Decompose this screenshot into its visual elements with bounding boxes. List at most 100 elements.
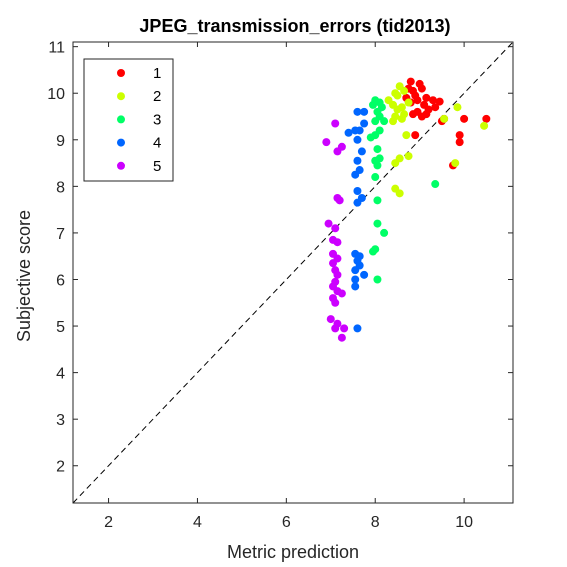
data-point-series-4 — [353, 324, 362, 333]
data-point-series-1 — [409, 110, 417, 119]
data-point-series-2 — [393, 105, 402, 114]
data-point-series-1 — [411, 131, 420, 140]
data-point-series-3 — [369, 100, 377, 109]
data-point-series-3 — [373, 275, 382, 284]
x-tick-label: 8 — [371, 514, 380, 531]
y-tick-label: 6 — [56, 272, 65, 289]
data-point-series-2 — [453, 103, 462, 112]
y-tick-label: 2 — [56, 459, 65, 476]
y-axis-label: Subjective score — [14, 210, 34, 342]
legend-label-3: 3 — [153, 111, 161, 128]
data-point-series-1 — [413, 96, 422, 105]
data-point-series-5 — [333, 147, 342, 156]
legend-label-5: 5 — [153, 158, 161, 175]
chart-title: JPEG_transmission_errors (tid2013) — [139, 16, 450, 36]
y-tick-label: 5 — [56, 319, 65, 336]
legend-marker-1 — [117, 69, 125, 77]
data-point-series-4 — [353, 198, 362, 207]
x-axis-label: Metric prediction — [227, 542, 359, 562]
data-point-series-3 — [371, 173, 380, 182]
data-point-series-1 — [429, 96, 437, 105]
data-point-series-4 — [360, 107, 369, 116]
data-point-series-5 — [331, 119, 340, 128]
data-point-series-3 — [373, 145, 382, 154]
legend-marker-2 — [117, 92, 125, 101]
data-point-series-5 — [331, 324, 340, 333]
legend-label-2: 2 — [153, 88, 161, 105]
data-point-series-2 — [451, 159, 460, 168]
data-point-series-4 — [353, 156, 362, 165]
x-tick-label: 2 — [104, 514, 113, 531]
data-point-series-2 — [391, 159, 400, 168]
data-point-series-5 — [337, 333, 346, 342]
legend-box — [83, 58, 174, 182]
data-point-series-4 — [360, 270, 369, 279]
data-point-series-2 — [393, 91, 402, 100]
y-tick-label: 4 — [56, 366, 65, 383]
y-tick-label: 7 — [56, 226, 65, 243]
data-point-series-5 — [333, 270, 342, 279]
data-point-series-2 — [397, 114, 406, 123]
y-tick-label: 10 — [47, 86, 65, 103]
data-point-series-4 — [351, 170, 360, 179]
legend-label-1: 1 — [153, 65, 161, 82]
data-point-series-5 — [324, 219, 333, 228]
data-point-series-3 — [366, 133, 375, 142]
data-point-series-4 — [360, 119, 369, 128]
data-point-series-4 — [353, 107, 362, 116]
data-point-series-5 — [340, 324, 349, 333]
data-point-series-2 — [402, 131, 411, 140]
x-tick-label: 4 — [193, 514, 202, 531]
data-point-series-4 — [353, 187, 362, 196]
data-point-series-4 — [353, 135, 362, 144]
data-point-series-4 — [351, 126, 360, 135]
data-point-series-2 — [404, 98, 413, 107]
data-point-series-2 — [404, 152, 413, 161]
data-point-series-5 — [322, 138, 331, 147]
data-point-series-3 — [380, 117, 389, 126]
y-tick-label: 3 — [56, 412, 65, 429]
data-point-series-3 — [369, 247, 377, 256]
data-point-series-5 — [331, 224, 340, 233]
y-tick-label: 11 — [48, 40, 65, 57]
data-point-series-2 — [440, 114, 449, 123]
data-point-series-2 — [480, 121, 489, 130]
data-point-series-2 — [395, 189, 404, 198]
data-point-series-3 — [431, 180, 440, 189]
data-point-series-1 — [406, 77, 415, 86]
data-point-series-5 — [335, 196, 344, 205]
data-point-series-3 — [373, 219, 382, 228]
data-point-series-3 — [373, 161, 382, 170]
legend-label-4: 4 — [153, 135, 161, 152]
data-point-series-1 — [455, 131, 464, 140]
data-point-series-4 — [344, 128, 353, 137]
data-point-series-4 — [357, 147, 366, 156]
data-point-series-5 — [333, 238, 342, 247]
y-axis-ticks: 2 3 4 5 6 7 8 9 10 11 — [47, 40, 513, 476]
legend: 1 2 3 4 5 — [83, 58, 174, 182]
data-point-series-4 — [351, 275, 360, 284]
x-tick-label: 10 — [455, 514, 473, 531]
x-tick-label: 6 — [282, 514, 291, 531]
data-point-series-1 — [455, 138, 464, 147]
data-point-series-1 — [422, 93, 431, 102]
data-point-series-2 — [389, 117, 397, 126]
data-point-series-5 — [326, 315, 335, 324]
data-point-series-2 — [400, 86, 409, 95]
x-axis-ticks: 2 4 6 8 10 — [104, 42, 473, 531]
data-point-series-1 — [431, 103, 440, 112]
data-point-series-3 — [371, 117, 380, 126]
legend-marker-3 — [117, 115, 125, 124]
legend-marker-4 — [117, 138, 125, 147]
data-points — [322, 77, 491, 342]
data-point-series-5 — [337, 289, 346, 298]
data-point-series-5 — [329, 259, 337, 268]
data-point-series-1 — [460, 114, 469, 123]
data-point-series-3 — [373, 196, 382, 205]
data-point-series-1 — [417, 112, 426, 121]
data-point-series-1 — [417, 84, 426, 93]
data-point-series-3 — [380, 228, 389, 237]
data-point-series-4 — [351, 266, 360, 275]
axes-frame — [72, 41, 514, 504]
